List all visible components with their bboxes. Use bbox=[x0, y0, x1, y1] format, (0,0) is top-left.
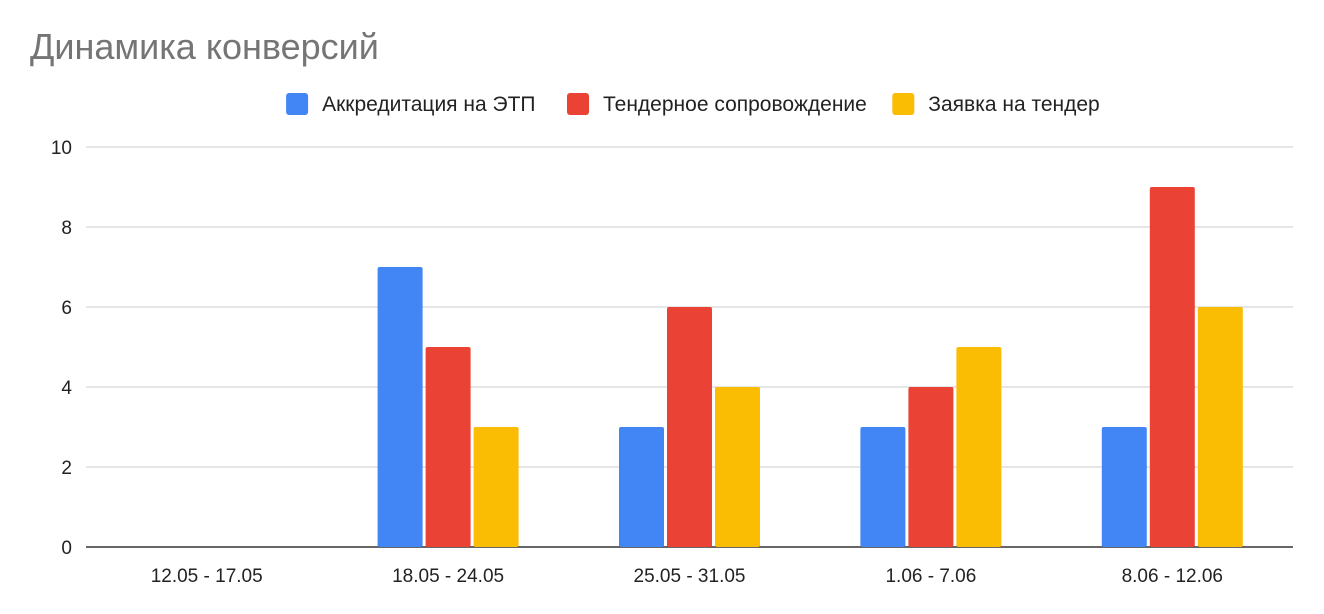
bar-1-5 bbox=[1101, 427, 1147, 547]
bar-3-2 bbox=[473, 427, 519, 547]
y-tick-label: 10 bbox=[51, 138, 72, 159]
chart-title: Динамика конверсий bbox=[30, 26, 379, 67]
bar-3-5 bbox=[1197, 307, 1243, 547]
bar-3-4 bbox=[956, 347, 1002, 547]
x-tick-label: 8.06 - 12.06 bbox=[1122, 566, 1223, 587]
legend-label: Аккредитация на ЭТП bbox=[322, 93, 535, 116]
bar-1-3 bbox=[619, 427, 664, 547]
bar-1-4 bbox=[860, 427, 906, 547]
y-tick-label: 6 bbox=[61, 298, 72, 319]
y-tick-label: 0 bbox=[61, 538, 72, 559]
legend-label: Тендерное сопровождение bbox=[603, 93, 867, 116]
y-tick-label: 2 bbox=[61, 458, 72, 479]
y-axis-ticks: 0 2 4 6 8 10 bbox=[51, 138, 73, 559]
legend-item-3: Заявка на тендер bbox=[892, 93, 1100, 116]
x-tick-label: 1.06 - 7.06 bbox=[885, 566, 976, 587]
y-tick-label: 8 bbox=[61, 218, 72, 239]
x-tick-label: 18.05 - 24.05 bbox=[392, 566, 504, 587]
x-tick-label: 25.05 - 31.05 bbox=[634, 566, 746, 587]
legend-swatch bbox=[892, 93, 915, 115]
bar-1-2 bbox=[377, 267, 423, 547]
bars bbox=[377, 187, 1243, 547]
bar-2-3 bbox=[667, 307, 712, 547]
x-axis-ticks: 12.05 - 17.05 18.05 - 24.05 25.05 - 31.05 1… bbox=[151, 566, 1223, 587]
bar-2-4 bbox=[908, 387, 954, 547]
legend: Аккредитация на ЭТП Тендерное сопровожден… bbox=[286, 93, 1100, 116]
bar-3-3 bbox=[715, 387, 760, 547]
legend-swatch bbox=[286, 93, 309, 115]
legend-item-2: Тендерное сопровождение bbox=[567, 93, 867, 116]
x-tick-label: 12.05 - 17.05 bbox=[151, 566, 263, 587]
bar-2-2 bbox=[425, 347, 471, 547]
y-tick-label: 4 bbox=[61, 378, 72, 399]
legend-label: Заявка на тендер bbox=[928, 93, 1099, 116]
legend-item-1: Аккредитация на ЭТП bbox=[286, 93, 536, 116]
legend-swatch bbox=[567, 93, 589, 115]
bar-2-5 bbox=[1149, 187, 1195, 547]
